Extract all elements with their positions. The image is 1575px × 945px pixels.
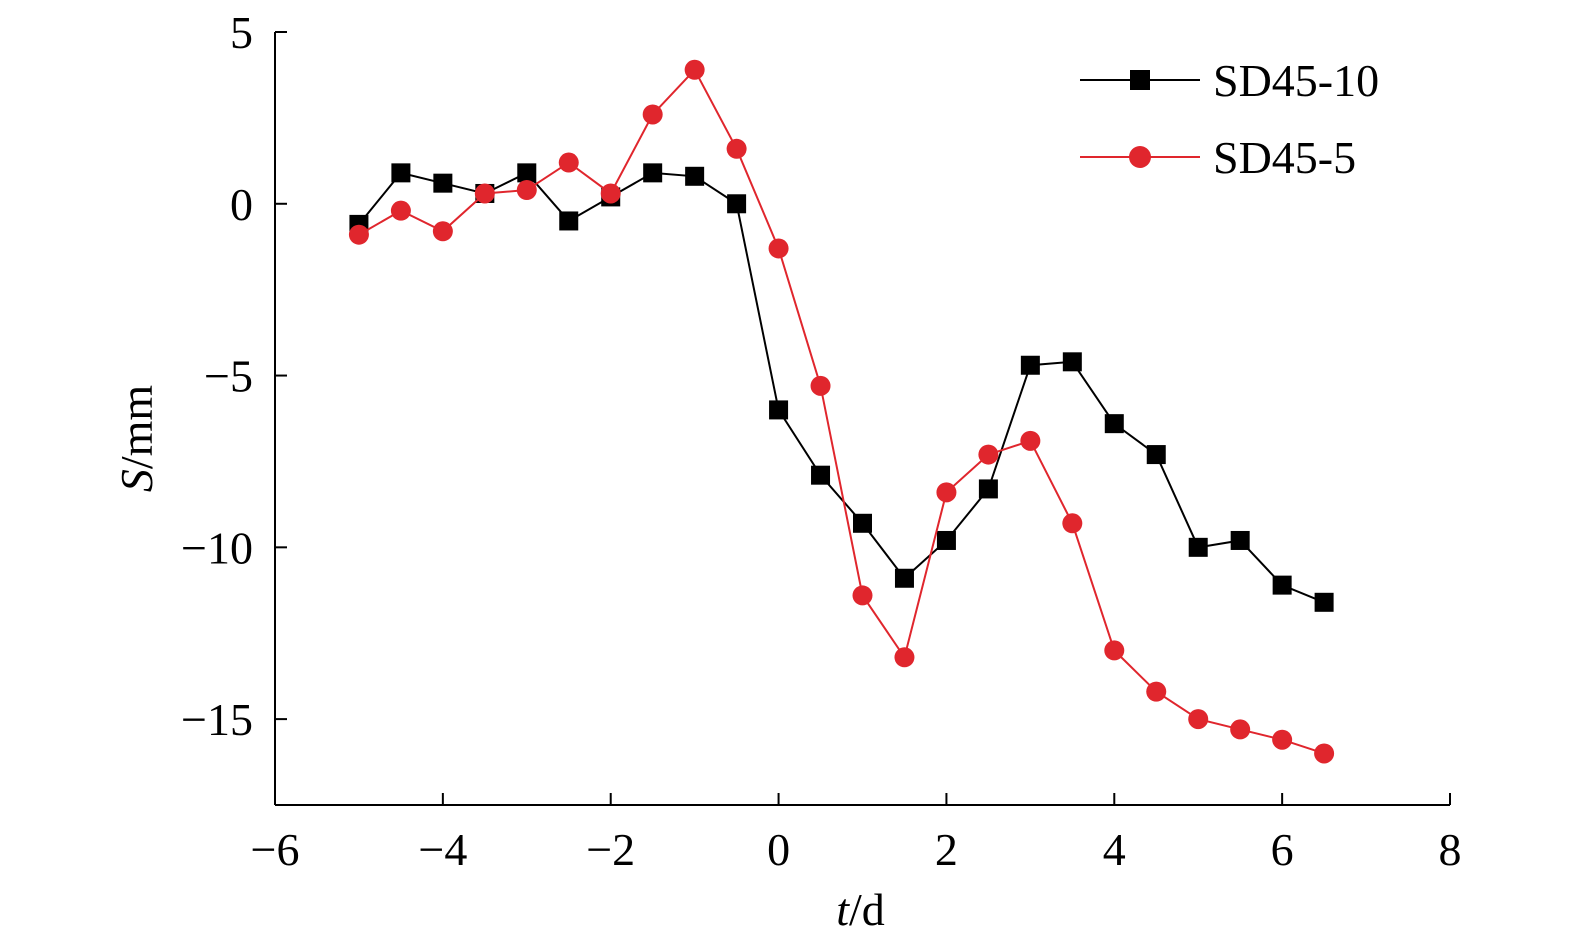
legend-marker <box>1129 146 1151 168</box>
data-point <box>1146 445 1166 465</box>
data-point <box>433 173 453 193</box>
legend-item: SD45-10 <box>1080 55 1379 106</box>
data-point <box>1104 414 1124 434</box>
data-point <box>642 104 663 125</box>
x-axis-title: t/d <box>836 884 885 935</box>
data-point <box>726 138 747 159</box>
x-tick-label: −4 <box>418 824 467 875</box>
data-point <box>600 183 621 204</box>
data-point <box>1314 743 1335 764</box>
series-line <box>358 68 1325 755</box>
data-point <box>516 180 537 201</box>
x-tick-label: 6 <box>1271 824 1294 875</box>
data-point <box>643 163 663 183</box>
data-point <box>768 238 789 259</box>
data-point <box>1104 640 1125 661</box>
x-tick-label: 8 <box>1439 824 1462 875</box>
data-point <box>684 59 705 80</box>
x-tick-label: −2 <box>586 824 635 875</box>
data-point <box>474 183 495 204</box>
data-point <box>852 585 873 606</box>
data-point <box>390 200 411 221</box>
y-tick-label: −5 <box>204 351 253 402</box>
legend-item: SD45-5 <box>1080 132 1356 183</box>
series-line <box>358 171 1325 604</box>
y-axis-title-var: S <box>111 469 162 492</box>
data-point <box>1188 537 1208 557</box>
data-point <box>348 224 369 245</box>
x-tick-label: 0 <box>767 824 790 875</box>
y-tick-label: 5 <box>230 7 253 58</box>
data-point <box>978 444 999 465</box>
data-point <box>811 465 831 485</box>
x-axis-title-unit: /d <box>849 884 885 935</box>
data-point <box>432 221 453 242</box>
legend-marker <box>1130 70 1150 90</box>
data-point <box>1188 709 1209 730</box>
data-point <box>1062 513 1083 534</box>
x-tick-label: −6 <box>251 824 300 875</box>
data-point <box>1146 681 1167 702</box>
series-SD45-5 <box>348 59 1335 764</box>
data-point <box>978 479 998 499</box>
data-point <box>936 530 956 550</box>
data-point <box>1272 575 1292 595</box>
x-axis-title-var: t <box>836 884 850 935</box>
y-tick-label: −15 <box>181 694 253 745</box>
x-tick-label: 4 <box>1103 824 1126 875</box>
series-layer <box>348 59 1335 764</box>
data-point <box>936 482 957 503</box>
data-point <box>727 194 747 214</box>
data-point <box>685 166 705 186</box>
y-tick-label: 0 <box>230 179 253 230</box>
y-axis-title-unit: /mm <box>111 385 162 470</box>
data-point <box>894 647 915 668</box>
data-point <box>894 568 914 588</box>
data-point <box>1020 355 1040 375</box>
y-axis-title: S/mm <box>111 385 162 493</box>
data-point <box>1230 719 1251 740</box>
legend-label: SD45-10 <box>1213 55 1379 106</box>
data-point <box>1062 352 1082 372</box>
x-ticks: −6 −4 −2 0 2 4 6 8 <box>251 793 1462 875</box>
y-tick-label: −10 <box>181 522 253 573</box>
data-point <box>517 163 537 183</box>
data-point <box>810 375 831 396</box>
data-point <box>391 163 411 183</box>
x-tick-label: 2 <box>935 824 958 875</box>
data-point <box>1272 729 1293 750</box>
data-point <box>769 400 789 420</box>
data-point <box>559 211 579 231</box>
y-ticks: 5 0 −5 −10 −15 <box>181 7 287 745</box>
series-SD45-10 <box>349 163 1334 612</box>
data-point <box>853 513 872 533</box>
legend-label: SD45-5 <box>1213 132 1356 183</box>
legend: SD45-10 SD45-5 <box>1080 55 1379 183</box>
data-point <box>1314 592 1334 612</box>
data-point <box>1020 430 1041 451</box>
data-point <box>1230 530 1250 550</box>
data-point <box>558 152 579 173</box>
axes <box>274 32 1450 806</box>
